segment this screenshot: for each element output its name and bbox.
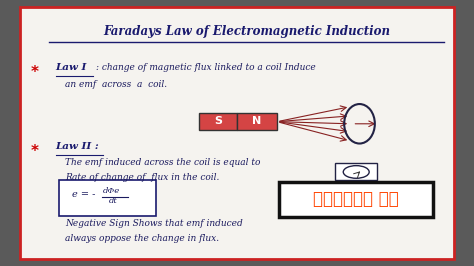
Text: Negative Sign Shows that emf induced: Negative Sign Shows that emf induced (65, 219, 243, 227)
Ellipse shape (343, 166, 369, 178)
Text: N: N (252, 116, 262, 126)
Text: Rate of change of  flux in the coil.: Rate of change of flux in the coil. (65, 173, 219, 182)
FancyBboxPatch shape (237, 113, 277, 130)
Text: *: * (30, 144, 38, 159)
FancyBboxPatch shape (59, 180, 156, 216)
Text: Faradays Law of Electromagnetic Induction: Faradays Law of Electromagnetic Inductio… (103, 25, 390, 38)
FancyBboxPatch shape (335, 163, 377, 180)
Text: dt: dt (109, 197, 118, 205)
Text: dΦe: dΦe (103, 187, 120, 195)
FancyBboxPatch shape (199, 113, 237, 130)
Text: always oppose the change in flux.: always oppose the change in flux. (65, 234, 219, 243)
Text: *: * (30, 65, 38, 80)
Text: e = -: e = - (72, 190, 95, 198)
Text: an emf  across  a  coil.: an emf across a coil. (65, 80, 167, 89)
FancyBboxPatch shape (279, 182, 433, 217)
Text: తెలుగు లో: తెలుగు లో (313, 190, 399, 208)
Text: : change of magnetic flux linked to a coil Induce: : change of magnetic flux linked to a co… (96, 63, 315, 72)
Text: Law II :: Law II : (55, 142, 100, 151)
Text: The emf induced across the coil is equal to: The emf induced across the coil is equal… (65, 158, 260, 167)
Text: S: S (214, 116, 222, 126)
FancyBboxPatch shape (20, 7, 454, 259)
Text: Law I: Law I (55, 63, 87, 72)
